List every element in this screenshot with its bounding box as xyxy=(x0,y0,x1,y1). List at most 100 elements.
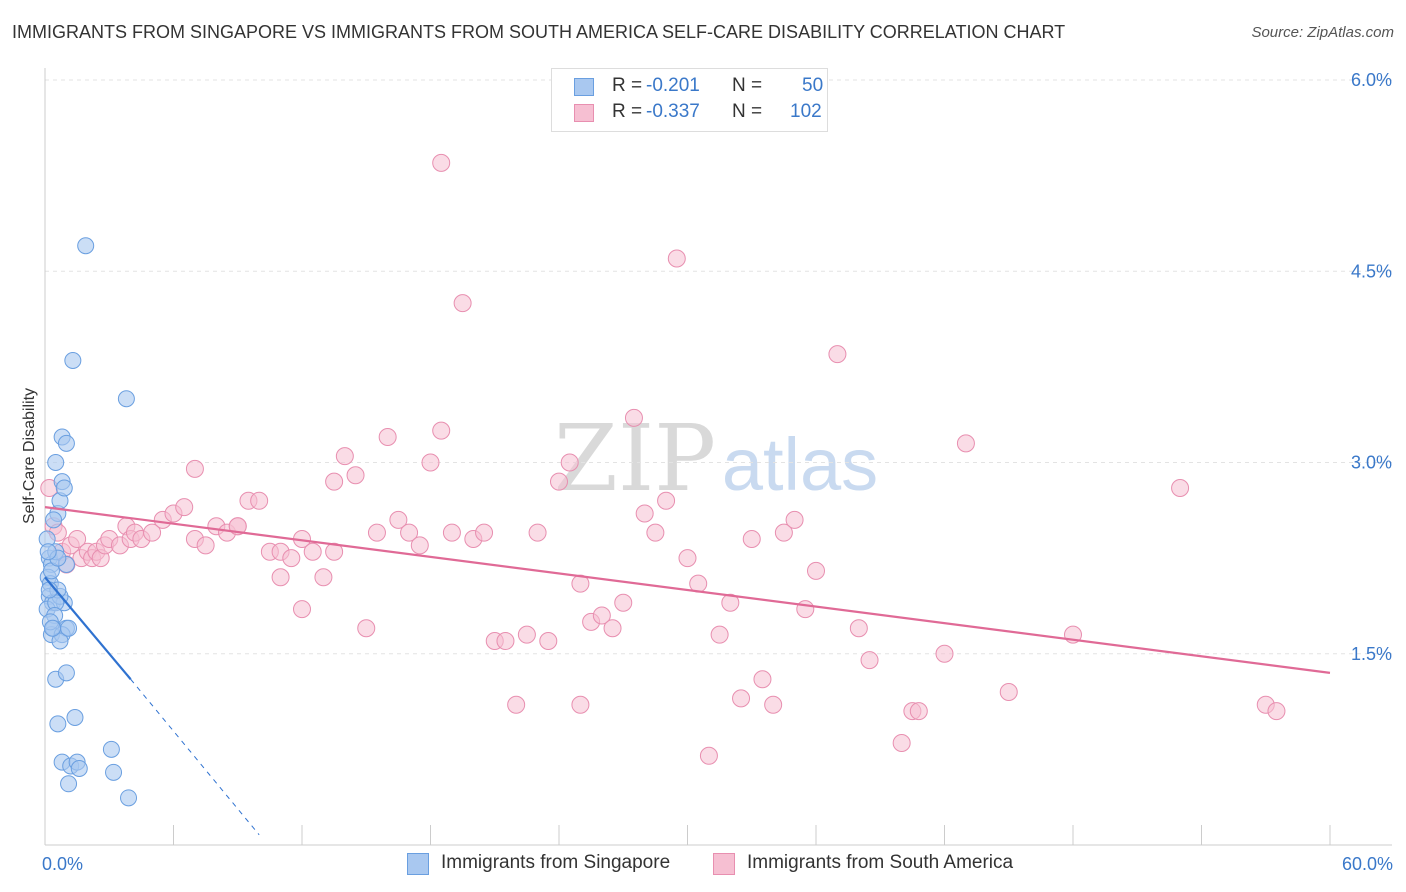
data-point-singapore xyxy=(51,632,69,650)
data-point-south-america xyxy=(560,453,579,472)
trendline-singapore xyxy=(44,576,132,680)
data-point-south-america xyxy=(507,695,526,714)
x-tick-label: 0.0% xyxy=(42,854,83,874)
trendline-singapore-extension xyxy=(130,678,260,836)
data-point-south-america xyxy=(909,702,928,721)
trendline-south-america xyxy=(44,506,1331,674)
data-point-singapore xyxy=(57,664,75,682)
watermark-atlas: atlas xyxy=(722,423,878,506)
data-point-south-america xyxy=(678,549,697,568)
data-point-singapore xyxy=(77,237,95,255)
data-point-south-america xyxy=(603,619,622,638)
legend-swatch-singapore xyxy=(574,78,594,96)
bottom-legend-label-south-america: Immigrants from South America xyxy=(747,852,1014,873)
data-point-singapore xyxy=(60,619,78,637)
legend-r-label: R = xyxy=(612,101,643,122)
data-point-south-america xyxy=(892,734,911,752)
data-point-south-america xyxy=(517,625,536,644)
data-point-south-america xyxy=(325,472,344,491)
data-point-south-america xyxy=(250,491,269,510)
data-point-south-america xyxy=(528,523,547,542)
data-point-south-america xyxy=(764,695,783,714)
data-point-south-america xyxy=(196,536,215,555)
data-point-south-america xyxy=(185,459,204,478)
data-point-south-america xyxy=(68,530,87,548)
data-point-south-america xyxy=(732,689,751,708)
data-point-singapore xyxy=(55,479,73,497)
data-point-south-america xyxy=(785,510,804,529)
legend-swatch-south-america xyxy=(574,104,594,122)
data-point-south-america xyxy=(624,408,643,427)
data-point-south-america xyxy=(143,523,162,542)
data-point-south-america xyxy=(325,542,344,561)
data-point-south-america xyxy=(807,561,825,580)
y-tick-label: 1.5% xyxy=(1351,644,1392,664)
data-point-south-america xyxy=(1267,702,1286,721)
data-point-singapore xyxy=(45,511,63,529)
data-point-south-america xyxy=(860,651,879,670)
data-point-singapore xyxy=(47,454,65,471)
data-point-south-america xyxy=(335,447,354,466)
legend-n-label: N = xyxy=(732,101,763,122)
data-point-singapore xyxy=(49,715,67,733)
data-point-south-america xyxy=(357,619,376,638)
data-point-south-america xyxy=(496,632,515,650)
data-point-south-america xyxy=(774,523,793,542)
legend-n-value: 102 xyxy=(790,101,822,122)
data-point-south-america xyxy=(346,466,365,485)
data-point-south-america xyxy=(432,421,451,440)
data-point-singapore xyxy=(105,763,123,781)
y-tick-label: 6.0% xyxy=(1351,70,1392,90)
data-point-south-america xyxy=(442,523,461,542)
data-point-south-america xyxy=(742,530,761,548)
bottom-legend-swatch-singapore xyxy=(407,853,429,875)
data-point-south-america xyxy=(849,619,868,638)
data-point-south-america xyxy=(389,510,408,529)
data-point-south-america xyxy=(796,600,815,619)
data-point-south-america xyxy=(828,345,847,364)
legend-r-value: -0.337 xyxy=(646,101,700,122)
chart-title: IMMIGRANTS FROM SINGAPORE VS IMMIGRANTS … xyxy=(12,22,1066,42)
legend-n-value: 50 xyxy=(802,75,824,96)
data-point-south-america xyxy=(303,542,322,561)
data-point-south-america xyxy=(721,593,740,612)
data-point-south-america xyxy=(367,523,386,542)
data-point-south-america xyxy=(635,504,654,523)
data-point-singapore xyxy=(120,789,138,807)
data-point-singapore xyxy=(70,760,88,777)
data-point-south-america xyxy=(1171,479,1190,497)
data-point-south-america xyxy=(667,249,686,268)
data-point-singapore xyxy=(60,775,78,793)
bottom-legend-label-singapore: Immigrants from Singapore xyxy=(441,852,671,873)
data-point-south-america xyxy=(592,606,611,625)
data-point-singapore xyxy=(64,352,82,369)
data-point-singapore xyxy=(66,709,84,726)
data-point-south-america xyxy=(293,600,311,619)
legend-n-label: N = xyxy=(732,75,763,96)
legend-r-label: R = xyxy=(612,75,643,96)
data-point-south-america xyxy=(282,549,301,568)
data-point-south-america xyxy=(614,593,633,612)
data-point-south-america xyxy=(421,453,440,472)
data-point-south-america xyxy=(410,536,429,555)
data-point-south-america xyxy=(710,625,729,644)
y-tick-label: 3.0% xyxy=(1351,453,1392,473)
data-point-south-america xyxy=(935,644,954,663)
data-point-south-america xyxy=(378,428,397,446)
data-point-south-america xyxy=(571,695,590,714)
data-point-singapore xyxy=(102,740,120,758)
data-point-singapore xyxy=(43,619,61,637)
data-point-south-america xyxy=(657,491,676,510)
data-point-singapore xyxy=(57,434,75,452)
data-point-south-america xyxy=(539,632,558,650)
legend-r-value: -0.201 xyxy=(646,75,700,96)
data-point-south-america xyxy=(999,683,1018,701)
data-point-south-america xyxy=(314,568,333,587)
data-point-singapore xyxy=(39,543,57,561)
data-point-south-america xyxy=(400,523,419,542)
data-point-south-america xyxy=(699,746,718,765)
x-tick-label: 60.0% xyxy=(1342,854,1393,874)
source-credit: Source: ZipAtlas.com xyxy=(1251,24,1394,41)
data-point-south-america xyxy=(956,434,975,453)
